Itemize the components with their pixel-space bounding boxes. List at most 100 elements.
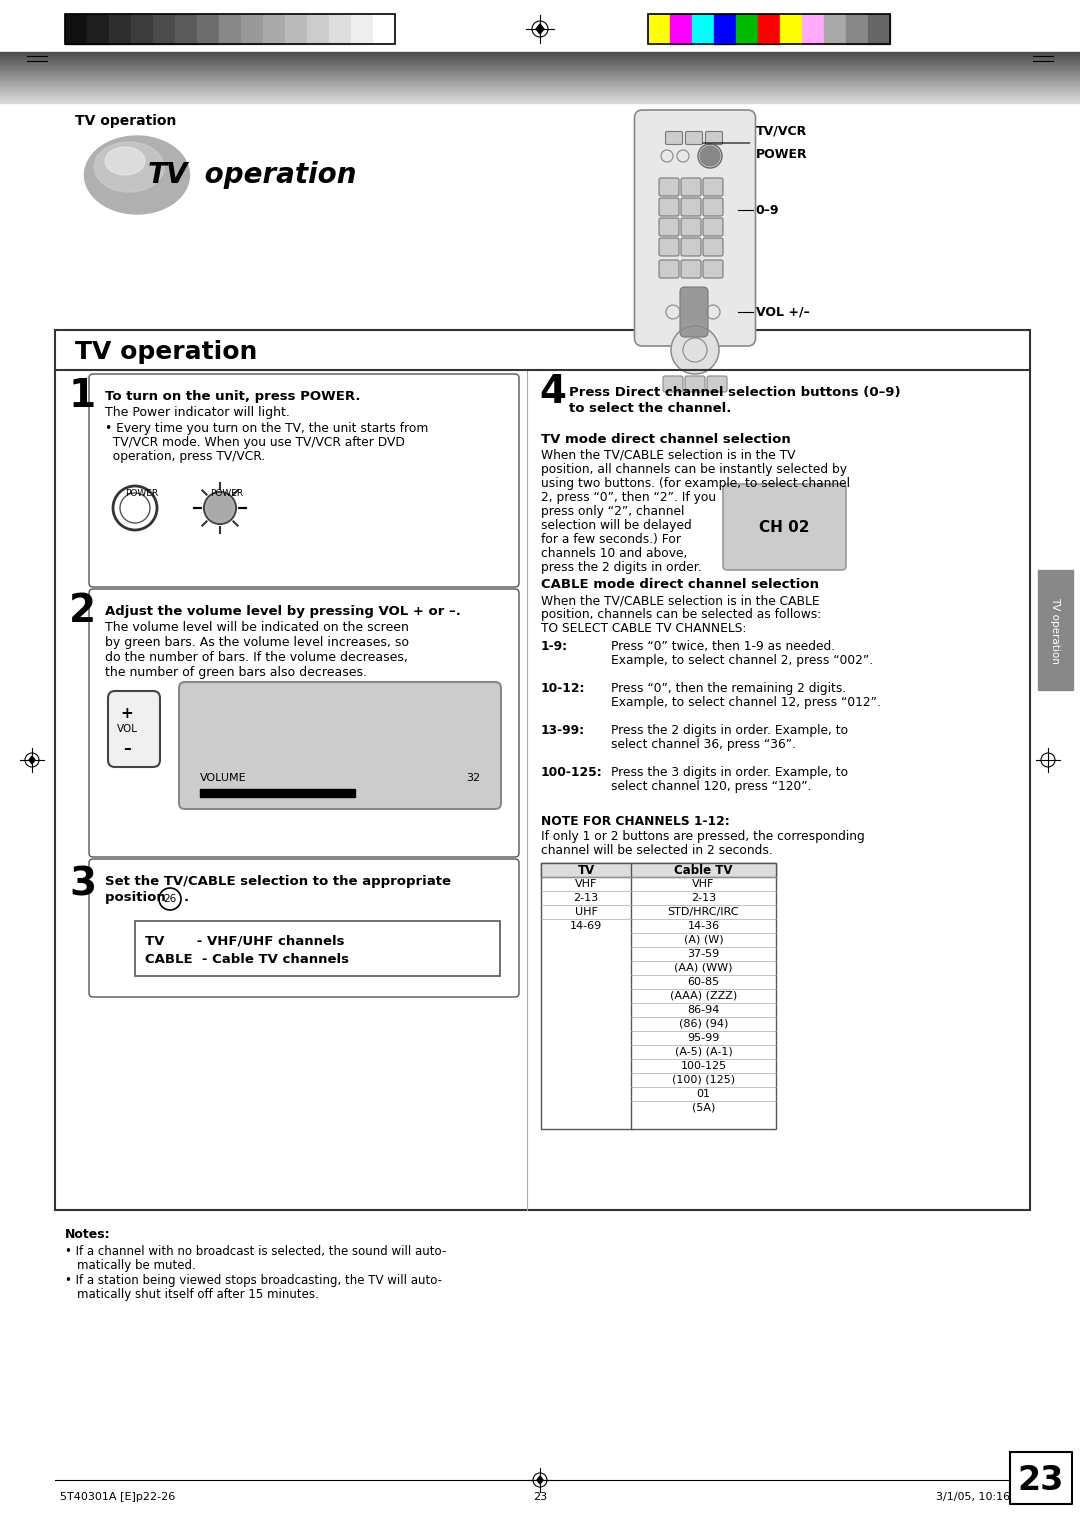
Bar <box>200 788 355 798</box>
FancyBboxPatch shape <box>635 110 756 345</box>
Text: UHF: UHF <box>575 908 597 917</box>
FancyBboxPatch shape <box>703 199 723 215</box>
Text: for a few seconds.) For: for a few seconds.) For <box>541 533 681 545</box>
Text: 13-99:: 13-99: <box>541 724 585 736</box>
Text: 26: 26 <box>163 894 177 905</box>
Text: Cable TV: Cable TV <box>674 863 732 877</box>
Bar <box>264 14 285 44</box>
Text: TV mode direct channel selection: TV mode direct channel selection <box>541 432 791 446</box>
Text: Press the 3 digits in order. Example, to: Press the 3 digits in order. Example, to <box>611 766 848 779</box>
Text: TV operation: TV operation <box>75 115 176 128</box>
Text: TV/VCR: TV/VCR <box>756 125 807 138</box>
Text: (AA) (WW): (AA) (WW) <box>674 963 732 973</box>
FancyBboxPatch shape <box>89 859 519 996</box>
Text: by green bars. As the volume level increases, so: by green bars. As the volume level incre… <box>105 636 409 649</box>
Text: TV operation: TV operation <box>1051 596 1061 663</box>
Bar <box>1010 1452 1072 1504</box>
Text: STD/HRC/IRC: STD/HRC/IRC <box>667 908 739 917</box>
Text: VOLUME: VOLUME <box>200 773 246 782</box>
FancyBboxPatch shape <box>659 260 679 278</box>
FancyBboxPatch shape <box>705 131 723 145</box>
Text: (A-5) (A-1): (A-5) (A-1) <box>675 1047 732 1057</box>
Text: POWER: POWER <box>756 148 807 160</box>
Text: 01: 01 <box>697 1089 711 1099</box>
Text: Press “0” twice, then 1-9 as needed.: Press “0” twice, then 1-9 as needed. <box>611 640 835 652</box>
Text: 86-94: 86-94 <box>687 1005 719 1015</box>
Text: 23: 23 <box>1017 1464 1064 1496</box>
Bar <box>55 330 1030 1210</box>
FancyBboxPatch shape <box>703 238 723 257</box>
Text: 0–9: 0–9 <box>756 203 779 217</box>
Text: to select the channel.: to select the channel. <box>569 402 731 416</box>
Text: 2: 2 <box>69 591 96 630</box>
Text: 32: 32 <box>465 773 480 782</box>
Text: TV: TV <box>578 863 595 877</box>
FancyBboxPatch shape <box>659 177 679 196</box>
Bar <box>846 14 868 44</box>
Text: 100-125:: 100-125: <box>541 766 603 779</box>
Text: TV operation: TV operation <box>75 341 257 364</box>
FancyBboxPatch shape <box>681 177 701 196</box>
Text: select channel 120, press “120”.: select channel 120, press “120”. <box>611 779 811 793</box>
Bar <box>541 863 777 1129</box>
FancyBboxPatch shape <box>659 199 679 215</box>
FancyBboxPatch shape <box>703 177 723 196</box>
Polygon shape <box>29 756 35 764</box>
Text: press the 2 digits in order.: press the 2 digits in order. <box>541 561 702 575</box>
Text: VOL +/–: VOL +/– <box>756 306 809 318</box>
Text: (100) (125): (100) (125) <box>672 1076 735 1085</box>
Bar <box>648 14 890 44</box>
FancyBboxPatch shape <box>659 219 679 235</box>
Text: VOL: VOL <box>117 724 137 733</box>
Text: The Power indicator will light.: The Power indicator will light. <box>105 406 289 419</box>
Bar <box>373 14 395 44</box>
FancyBboxPatch shape <box>703 260 723 278</box>
Text: matically be muted.: matically be muted. <box>77 1259 195 1271</box>
FancyBboxPatch shape <box>665 131 683 145</box>
Text: 2, press “0”, then “2”. If you: 2, press “0”, then “2”. If you <box>541 490 716 504</box>
Text: CH 02: CH 02 <box>759 520 810 535</box>
Bar <box>735 14 758 44</box>
Text: (5A): (5A) <box>692 1103 715 1112</box>
FancyBboxPatch shape <box>680 287 708 338</box>
Text: TV/VCR mode. When you use TV/VCR after DVD: TV/VCR mode. When you use TV/VCR after D… <box>105 435 405 449</box>
Text: Press the 2 digits in order. Example, to: Press the 2 digits in order. Example, to <box>611 724 848 736</box>
Text: 1: 1 <box>69 377 96 416</box>
Text: do the number of bars. If the volume decreases,: do the number of bars. If the volume dec… <box>105 651 408 665</box>
FancyBboxPatch shape <box>703 219 723 235</box>
Bar <box>307 14 329 44</box>
Bar <box>285 14 307 44</box>
Text: press only “2”, channel: press only “2”, channel <box>541 504 685 518</box>
Bar <box>824 14 846 44</box>
Bar <box>135 921 500 976</box>
Bar <box>868 14 890 44</box>
Text: When the TV/CABLE selection is in the TV: When the TV/CABLE selection is in the TV <box>541 449 796 461</box>
Text: the number of green bars also decreases.: the number of green bars also decreases. <box>105 666 367 678</box>
Text: 10-12:: 10-12: <box>541 681 585 695</box>
FancyBboxPatch shape <box>681 238 701 257</box>
Bar <box>758 14 780 44</box>
Text: position: position <box>105 891 171 905</box>
Text: position, all channels can be instantly selected by: position, all channels can be instantly … <box>541 463 847 477</box>
Bar <box>65 14 395 44</box>
Text: (A) (W): (A) (W) <box>684 935 724 944</box>
Bar <box>714 14 735 44</box>
Bar <box>197 14 219 44</box>
Bar <box>241 14 264 44</box>
Bar <box>670 14 692 44</box>
Polygon shape <box>536 24 544 34</box>
Text: (AAA) (ZZZ): (AAA) (ZZZ) <box>670 992 738 1001</box>
Circle shape <box>700 147 720 167</box>
Text: Example, to select channel 2, press “002”.: Example, to select channel 2, press “002… <box>611 654 873 668</box>
FancyBboxPatch shape <box>723 484 846 570</box>
Text: NOTE FOR CHANNELS 1-12:: NOTE FOR CHANNELS 1-12: <box>541 814 730 828</box>
Text: Press “0”, then the remaining 2 digits.: Press “0”, then the remaining 2 digits. <box>611 681 847 695</box>
Text: CABLE  - Cable TV channels: CABLE - Cable TV channels <box>145 953 349 966</box>
Text: +: + <box>121 706 133 721</box>
Text: Press Direct channel selection buttons (0–9): Press Direct channel selection buttons (… <box>569 387 901 399</box>
Text: using two buttons. (for example, to select channel: using two buttons. (for example, to sele… <box>541 477 850 490</box>
FancyBboxPatch shape <box>681 219 701 235</box>
Text: 100-125: 100-125 <box>680 1060 727 1071</box>
Text: The volume level will be indicated on the screen: The volume level will be indicated on th… <box>105 620 409 634</box>
Text: 37-59: 37-59 <box>687 949 719 960</box>
